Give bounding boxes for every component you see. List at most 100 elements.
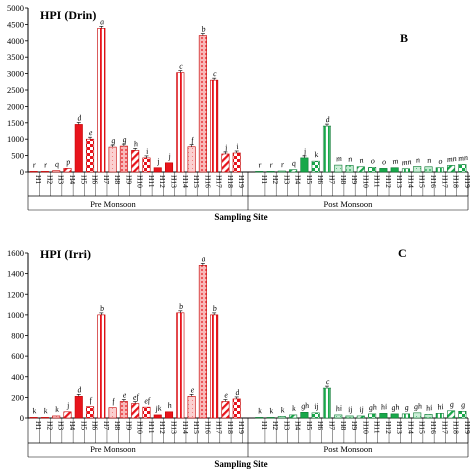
data-label: i [236, 142, 239, 151]
bar-post-h17 [435, 167, 444, 173]
data-label: b [99, 304, 104, 313]
x-tick-label: H14 [406, 421, 415, 434]
bar-post-h9 [345, 165, 354, 173]
y-tick-label: 0 [20, 413, 24, 423]
y-tick-label: 3500 [7, 52, 24, 62]
data-label: b [212, 304, 217, 313]
x-tick-label: H8 [339, 421, 348, 430]
bar-pre-h5 [74, 396, 83, 419]
data-label: c [325, 377, 330, 386]
x-tick-label: H5 [79, 175, 88, 184]
x-tick-label: H2 [271, 421, 280, 430]
data-label: o [370, 156, 375, 165]
x-axis-title: Sampling Site [214, 459, 267, 469]
bar-pre-h2 [40, 417, 49, 419]
bar-post-h14 [401, 413, 410, 419]
bar-pre-h8 [108, 407, 117, 419]
x-tick-label: H4 [294, 421, 303, 430]
data-label: b [178, 302, 183, 311]
x-tick-label: H1 [260, 175, 269, 184]
data-label: d [235, 388, 241, 398]
bar-pre-h10 [131, 403, 140, 419]
data-label: m [392, 156, 399, 166]
bar-pre-h12 [153, 414, 162, 419]
x-tick-label: H6 [316, 421, 325, 430]
x-tick-label: H12 [384, 175, 393, 188]
x-tick-label: H13 [170, 421, 179, 434]
y-tick-label: 1600 [7, 248, 24, 258]
bar-post-h19 [458, 410, 467, 419]
x-tick-label: H11 [373, 175, 382, 188]
data-label: mn [401, 157, 412, 167]
data-label: n [348, 154, 353, 163]
x-tick-label: H9 [350, 175, 359, 184]
data-label: k [258, 406, 263, 415]
bar-post-h1 [255, 171, 264, 173]
data-label: e [88, 128, 93, 137]
y-tick-label: 2000 [7, 101, 24, 111]
bar-post-h18 [447, 165, 456, 173]
y-tick-label: 4000 [7, 36, 24, 46]
y-tick-label: 1000 [7, 134, 24, 144]
y-tick-label: 5000 [7, 3, 24, 13]
data-label: j [156, 157, 161, 166]
bar-pre-h1 [29, 171, 38, 173]
data-label: p [65, 157, 71, 167]
data-label: j [223, 143, 228, 152]
x-tick-label: H6 [316, 175, 325, 184]
data-label: k [291, 404, 296, 413]
data-label: k [314, 150, 319, 159]
bar-post-h3 [277, 170, 286, 173]
panel-letter: B [400, 31, 408, 45]
x-tick-label: H10 [361, 175, 370, 188]
bar-pre-h19 [232, 152, 241, 173]
data-label: g [122, 135, 127, 144]
data-label: j [65, 401, 70, 410]
data-label: gh [391, 402, 400, 412]
bar-post-h17 [435, 413, 444, 419]
data-label: mn [458, 153, 469, 163]
data-label: j [167, 152, 172, 161]
x-tick-label: H18 [226, 175, 235, 188]
bar-post-h12 [379, 168, 388, 173]
data-label: c [212, 69, 217, 78]
bar-pre-h16 [198, 265, 207, 419]
bar-pre-h14 [176, 312, 185, 419]
data-label: q [291, 158, 296, 167]
bar-pre-h2 [40, 171, 49, 173]
x-tick-label: H11 [147, 175, 156, 188]
y-tick-label: 1000 [7, 310, 24, 320]
bar-pre-h17 [210, 79, 219, 173]
x-tick-label: H18 [452, 421, 461, 434]
y-tick-label: 200 [11, 392, 24, 402]
y-tick-label: 600 [11, 351, 24, 361]
x-tick-label: H5 [305, 175, 314, 184]
data-label: g [449, 400, 454, 409]
bar-pre-h11 [142, 157, 151, 173]
data-label: i [145, 147, 148, 156]
data-label: n [359, 156, 364, 165]
x-tick-label: H19 [463, 421, 472, 434]
data-label: a [201, 254, 206, 263]
bar-post-h15 [413, 166, 422, 173]
x-tick-label: H3 [57, 421, 66, 430]
bar-post-h13 [390, 413, 399, 419]
x-tick-label: H15 [418, 421, 427, 434]
x-tick-label: H3 [57, 175, 66, 184]
bar-pre-h6 [86, 138, 95, 173]
y-tick-label: 2500 [7, 85, 24, 95]
x-tick-label: H12 [384, 421, 393, 434]
y-tick-label: 800 [11, 331, 24, 341]
bar-post-h9 [345, 415, 354, 419]
data-label: d [77, 385, 83, 395]
x-tick-label: H16 [429, 421, 438, 434]
data-label: k [280, 405, 285, 414]
bar-post-h8 [334, 414, 343, 419]
bar-post-h11 [368, 167, 377, 173]
x-tick-label: H8 [339, 175, 348, 184]
bar-pre-h17 [210, 314, 219, 419]
bar-post-h4 [289, 169, 298, 173]
data-label: k [54, 405, 59, 414]
bar-pre-h13 [165, 411, 174, 419]
